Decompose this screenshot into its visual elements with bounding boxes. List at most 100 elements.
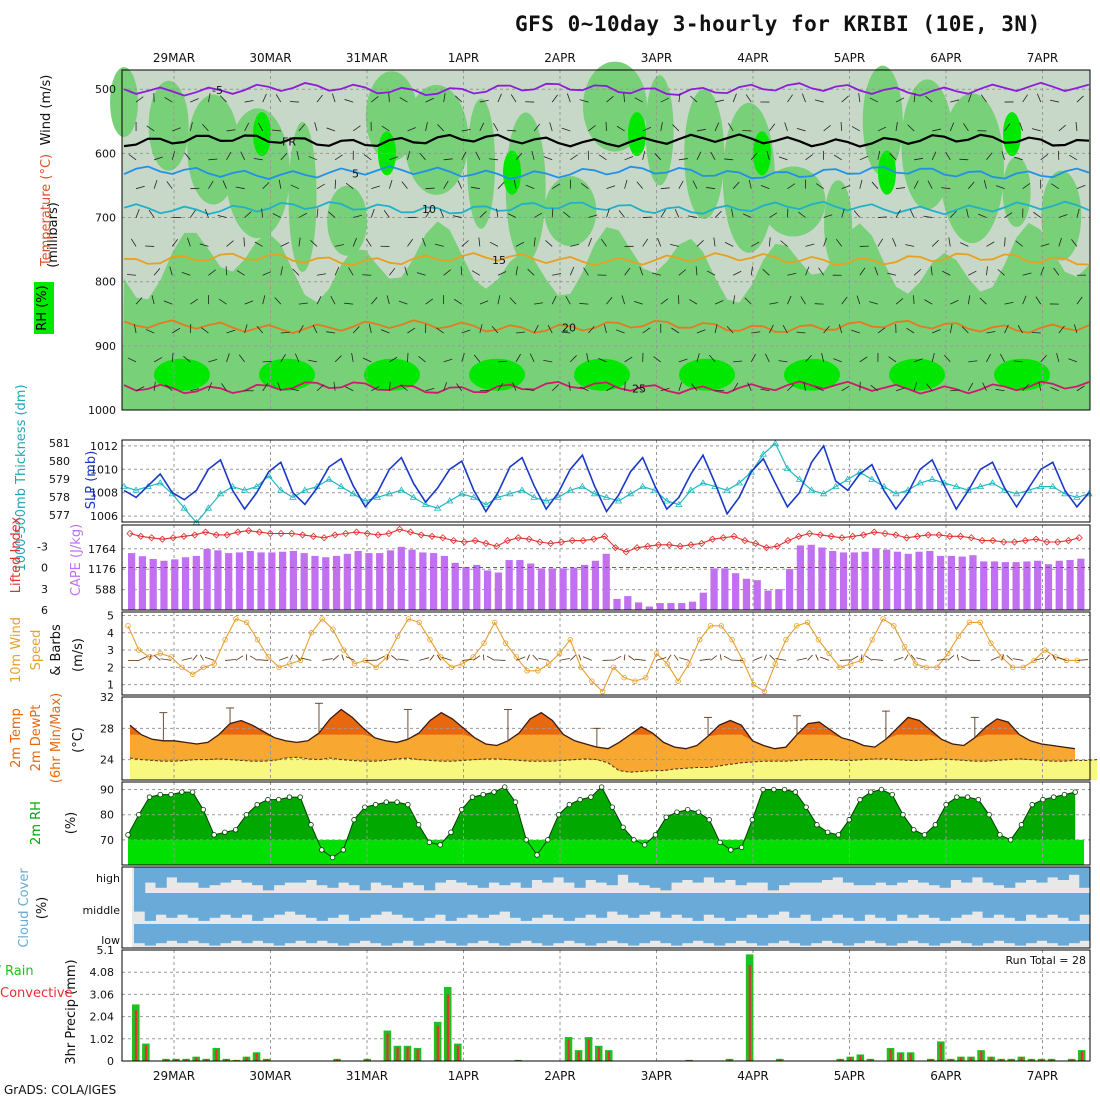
cloud-middle-cell bbox=[521, 893, 532, 921]
cloud-middle-cell bbox=[961, 893, 972, 915]
rh2m-point bbox=[201, 807, 206, 812]
cloud-low-cell bbox=[628, 924, 639, 946]
rh-high-patch bbox=[753, 131, 771, 175]
cloud-middle-cell bbox=[639, 893, 650, 915]
cloud-middle-cell bbox=[1058, 893, 1069, 918]
cloud-low-cell bbox=[478, 924, 489, 941]
rh2m-point bbox=[233, 827, 238, 832]
cloud-low-cell bbox=[682, 924, 693, 943]
cape-bar bbox=[818, 548, 825, 610]
rh2m-min-area bbox=[128, 840, 1084, 865]
cloud-high-cell bbox=[177, 867, 188, 883]
date-label-top-4APR: 4APR bbox=[737, 51, 768, 65]
cloud-low-cell bbox=[188, 924, 199, 941]
precip-conv-bar bbox=[407, 1047, 409, 1061]
cloud-low-cell bbox=[145, 924, 156, 946]
wind10m-barb bbox=[419, 658, 429, 661]
cloud-high-cell bbox=[897, 867, 908, 883]
rh2m-point bbox=[750, 817, 755, 822]
rh2m-point bbox=[363, 805, 368, 810]
temperature-legend-label: Temperature (°C) bbox=[39, 154, 54, 267]
cape-bar bbox=[462, 567, 469, 610]
cloud-low-cell bbox=[327, 924, 338, 943]
cape-bar bbox=[279, 552, 286, 610]
cape-bar bbox=[646, 607, 653, 610]
cloud-high-cell bbox=[284, 867, 295, 883]
cape-bar bbox=[398, 547, 405, 610]
precip-tick-3.06: 3.06 bbox=[90, 988, 115, 1001]
cloud-middle-cell bbox=[789, 893, 800, 918]
cloud-high-cell bbox=[446, 867, 457, 880]
rh-high-patch bbox=[574, 359, 630, 391]
rh2m-point bbox=[901, 812, 906, 817]
precip-conv-bar bbox=[588, 1039, 590, 1061]
cape-tick-588: 588 bbox=[95, 584, 116, 597]
cloud-high-cell bbox=[864, 867, 875, 885]
cloud-high-cell bbox=[875, 867, 886, 883]
cloud-middle-cell bbox=[564, 893, 575, 921]
rh-mid-patch bbox=[824, 180, 852, 270]
pressure-tick-700: 700 bbox=[95, 212, 116, 225]
cloud-low-cell bbox=[736, 924, 747, 941]
cape-bar bbox=[441, 556, 448, 610]
cloud-middle-cell bbox=[456, 893, 467, 918]
cloud-high-cell bbox=[435, 867, 446, 883]
wind10m-barb bbox=[322, 659, 332, 661]
date-label-bottom-5APR: 5APR bbox=[834, 1069, 865, 1083]
cloud-low-cell bbox=[317, 924, 328, 941]
rh2m-point bbox=[438, 843, 443, 848]
wind10m-ylabel-1: 10m Wind bbox=[9, 617, 24, 683]
cloud-low-cell bbox=[671, 924, 682, 946]
cloud-middle-cell bbox=[370, 893, 381, 915]
cloud-high-cell bbox=[671, 867, 682, 883]
cloud-low-cell bbox=[918, 924, 929, 943]
meteogram-svg: 29MAR29MAR30MAR30MAR31MAR31MAR1APR1APR2A… bbox=[0, 0, 1100, 1100]
cloud-high-cell bbox=[832, 867, 843, 877]
cape-bar bbox=[150, 559, 157, 610]
rh2m-point bbox=[513, 800, 518, 805]
cape-bar bbox=[851, 552, 858, 610]
rh2m-point bbox=[718, 840, 723, 845]
cape-bar bbox=[980, 561, 987, 610]
cape-bar bbox=[786, 569, 793, 610]
cloud-middle-cell bbox=[392, 893, 403, 915]
cloud-high-cell bbox=[607, 867, 618, 885]
cloud-low-cell bbox=[660, 924, 671, 943]
rh2m-point bbox=[502, 785, 507, 790]
precip-frame bbox=[122, 950, 1090, 1061]
cloud-middle-cell bbox=[778, 893, 789, 912]
precip-conv-bar bbox=[135, 1010, 137, 1061]
cloud-middle-cell bbox=[660, 893, 671, 918]
rh2m-point bbox=[804, 805, 809, 810]
cloud-low-cell bbox=[778, 924, 789, 941]
cloud-high-cell bbox=[145, 867, 156, 883]
cloud-high-cell bbox=[1015, 867, 1026, 883]
cloud-high-cell bbox=[317, 867, 328, 885]
rh2m-point bbox=[1019, 822, 1024, 827]
isotherm-label-5: 5 bbox=[352, 168, 359, 181]
pressure-tick-800: 800 bbox=[95, 276, 116, 289]
cloud-low-cell bbox=[929, 924, 940, 946]
cloud-low-cell bbox=[585, 924, 596, 946]
cloud-middle-cell bbox=[424, 893, 435, 918]
cloud-low-cell bbox=[542, 924, 553, 946]
cloud-high-cell bbox=[628, 867, 639, 883]
cape-bar bbox=[905, 554, 912, 610]
cloud-high-cell bbox=[252, 867, 263, 885]
cloud-middle-cell bbox=[746, 893, 757, 915]
rh-high-patch bbox=[1003, 112, 1021, 156]
cloud-low-cell bbox=[886, 924, 897, 946]
cape-bar bbox=[603, 554, 610, 610]
cloud-low-cell bbox=[950, 924, 961, 941]
cloud-middle-cell bbox=[284, 893, 295, 912]
wind10m-barb bbox=[808, 655, 813, 660]
cloud-low-cell bbox=[284, 924, 295, 943]
wind10m-barb bbox=[754, 657, 763, 661]
cloud-high-cell bbox=[746, 867, 757, 883]
cloud-middle-cell bbox=[306, 893, 317, 918]
rh2m-point bbox=[309, 822, 314, 827]
cloud-middle-cell bbox=[198, 893, 209, 921]
cloud-high-cell bbox=[220, 867, 231, 883]
rh-high-patch bbox=[253, 112, 271, 156]
cape-bar bbox=[969, 555, 976, 610]
